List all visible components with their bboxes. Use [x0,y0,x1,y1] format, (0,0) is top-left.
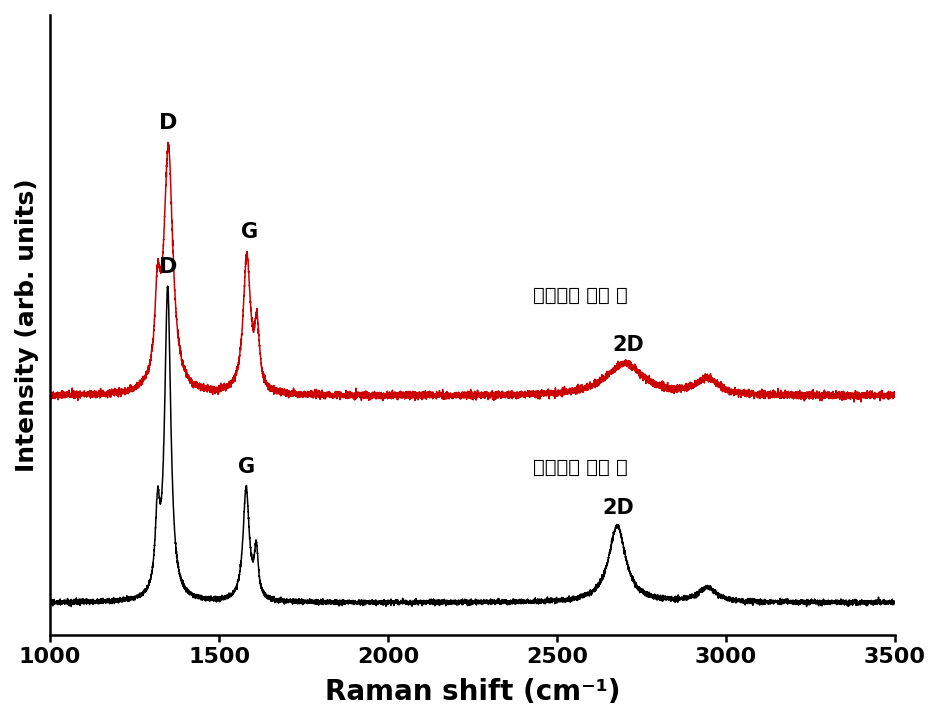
Text: 2D: 2D [602,498,634,518]
Text: G: G [238,457,255,477]
Text: G: G [241,221,258,242]
Text: 플라즈마 처리 후: 플라즈마 처리 후 [534,458,629,477]
Text: 2D: 2D [613,335,645,355]
Text: D: D [159,113,177,133]
X-axis label: Raman shift (cm⁻¹): Raman shift (cm⁻¹) [325,678,620,706]
Text: 플라즈마 처리 전: 플라즈마 처리 전 [534,286,629,306]
Text: D: D [159,257,177,277]
Y-axis label: Intensity (arb. units): Intensity (arb. units) [15,178,39,472]
